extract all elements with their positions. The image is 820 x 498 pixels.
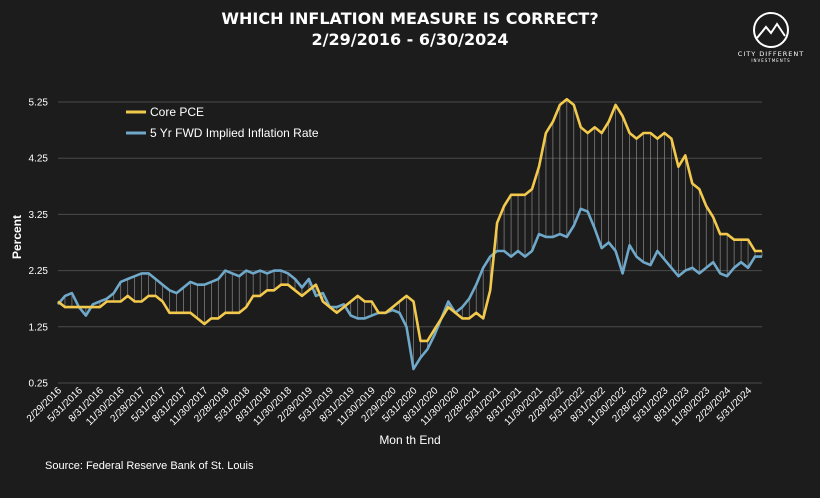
series-lines	[57, 97, 762, 371]
logo-name: CITY DIFFERENT	[738, 50, 804, 58]
source-note: Source: Federal Reserve Bank of St. Loui…	[45, 460, 254, 472]
legend-label-core-pce: Core PCE	[150, 105, 204, 119]
logo-tagline: INVESTMENTS	[751, 58, 790, 63]
series-line-core-pce	[57, 97, 762, 343]
y-tick-label: 1.25	[29, 322, 49, 333]
x-axis-label: Mon th End	[379, 433, 440, 447]
y-tick-label: 2.25	[29, 266, 49, 277]
y-axis-label: Percent	[10, 215, 24, 259]
chart-title: WHICH INFLATION MEASURE IS CORRECT?	[221, 9, 598, 28]
logo: CITY DIFFERENT INVESTMENTS	[738, 12, 804, 63]
y-tick-label: 4.25	[29, 154, 49, 165]
legend: Core PCE 5 Yr FWD Implied Inflation Rate	[126, 105, 319, 140]
y-tick-label: 5.25	[29, 98, 49, 109]
legend-label-5yr-fwd: 5 Yr FWD Implied Inflation Rate	[150, 126, 319, 140]
series-line-5yr-fwd	[57, 207, 762, 371]
x-axis-ticks: 2/29/20165/31/20168/31/201611/30/20162/2…	[25, 385, 755, 428]
y-tick-label: 0.25	[29, 379, 49, 390]
chart-subtitle: 2/29/2016 - 6/30/2024	[311, 30, 508, 49]
y-tick-label: 3.25	[29, 210, 49, 221]
gap-hatching	[57, 99, 763, 369]
grid-lines	[58, 101, 762, 384]
y-axis-ticks: 0.25 1.25 2.25 3.25 4.25 5.25	[29, 98, 49, 390]
logo-circle-icon	[753, 12, 789, 48]
mountain-icon	[756, 22, 786, 39]
